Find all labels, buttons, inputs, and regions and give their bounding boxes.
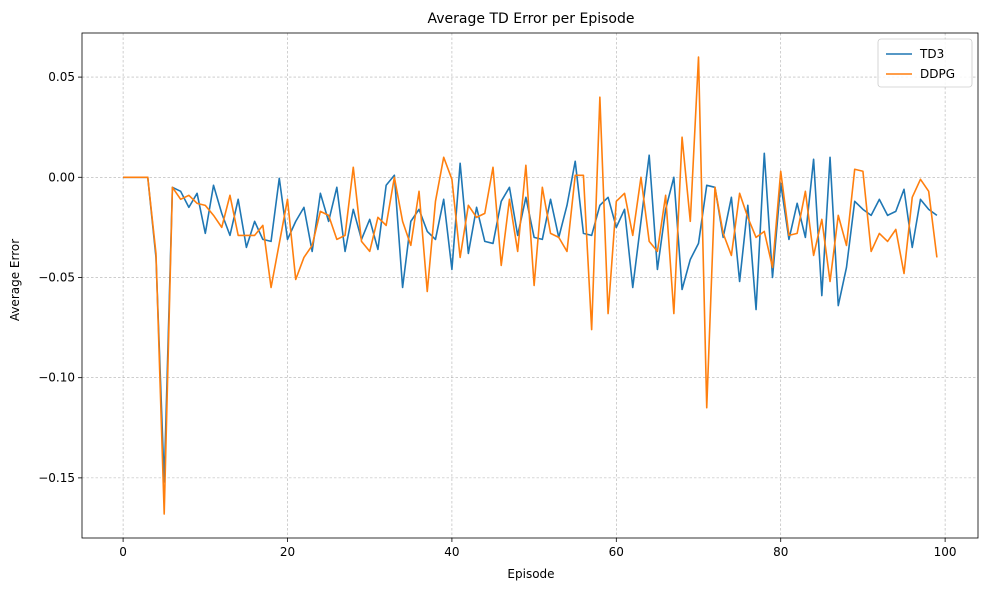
y-tick-label: −0.05 (38, 270, 75, 284)
x-axis: 0 20 40 60 80 100 (119, 538, 957, 559)
x-tick-label: 0 (119, 545, 127, 559)
plot-frame (81, 32, 979, 539)
x-tick-label: 60 (609, 545, 624, 559)
y-tick-label: −0.10 (38, 371, 75, 385)
legend-label-td3: TD3 (919, 47, 944, 61)
y-tick-label: −0.15 (38, 471, 75, 485)
x-tick-label: 20 (280, 545, 295, 559)
series-line-td3 (123, 152, 938, 483)
x-tick-label: 80 (773, 545, 788, 559)
y-tick-label: 0.00 (48, 170, 75, 184)
legend-label-ddpg: DDPG (920, 67, 955, 81)
legend-box (877, 38, 973, 88)
y-axis-title: Average Error (8, 239, 22, 321)
series-line-ddpg (123, 56, 938, 515)
series-layer (123, 56, 938, 515)
y-axis: −0.15 −0.10 −0.05 0.00 0.05 (38, 70, 82, 485)
y-tick-label: 0.05 (48, 70, 75, 84)
x-tick-label: 40 (444, 545, 459, 559)
x-tick-label: 100 (934, 545, 957, 559)
x-axis-title: Episode (507, 567, 554, 581)
grid-lines (82, 33, 978, 538)
chart-title: Average TD Error per Episode (428, 11, 635, 27)
legend: TD3 DDPG (877, 38, 973, 88)
